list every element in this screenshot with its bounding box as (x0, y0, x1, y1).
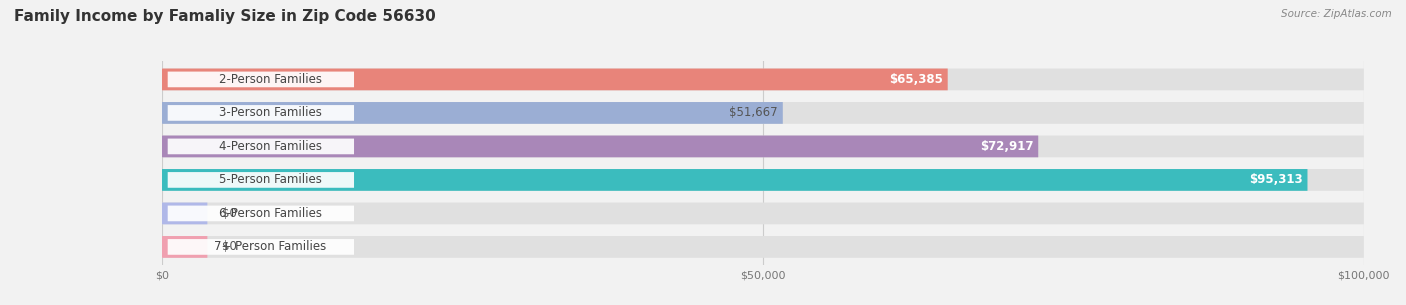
FancyBboxPatch shape (162, 236, 1364, 258)
FancyBboxPatch shape (167, 239, 354, 255)
FancyBboxPatch shape (167, 72, 354, 87)
FancyBboxPatch shape (167, 105, 354, 121)
Text: Family Income by Famaliy Size in Zip Code 56630: Family Income by Famaliy Size in Zip Cod… (14, 9, 436, 24)
Text: $0: $0 (222, 240, 236, 253)
FancyBboxPatch shape (162, 236, 207, 258)
FancyBboxPatch shape (162, 169, 1308, 191)
FancyBboxPatch shape (162, 102, 783, 124)
FancyBboxPatch shape (167, 206, 354, 221)
FancyBboxPatch shape (162, 102, 1364, 124)
Text: Source: ZipAtlas.com: Source: ZipAtlas.com (1281, 9, 1392, 19)
Text: $95,313: $95,313 (1249, 174, 1303, 186)
Text: 2-Person Families: 2-Person Families (219, 73, 322, 86)
FancyBboxPatch shape (162, 203, 207, 224)
Text: $65,385: $65,385 (889, 73, 943, 86)
Text: $51,667: $51,667 (730, 106, 778, 120)
FancyBboxPatch shape (167, 138, 354, 154)
FancyBboxPatch shape (162, 135, 1364, 157)
FancyBboxPatch shape (167, 172, 354, 188)
FancyBboxPatch shape (162, 69, 948, 90)
FancyBboxPatch shape (162, 69, 1364, 90)
Text: 3-Person Families: 3-Person Families (219, 106, 322, 120)
FancyBboxPatch shape (162, 169, 1364, 191)
FancyBboxPatch shape (162, 135, 1038, 157)
Text: $72,917: $72,917 (980, 140, 1033, 153)
Text: 5-Person Families: 5-Person Families (219, 174, 322, 186)
Text: $0: $0 (222, 207, 236, 220)
Text: 6-Person Families: 6-Person Families (219, 207, 322, 220)
FancyBboxPatch shape (162, 203, 1364, 224)
Text: 7+ Person Families: 7+ Person Families (214, 240, 326, 253)
Text: 4-Person Families: 4-Person Families (219, 140, 322, 153)
